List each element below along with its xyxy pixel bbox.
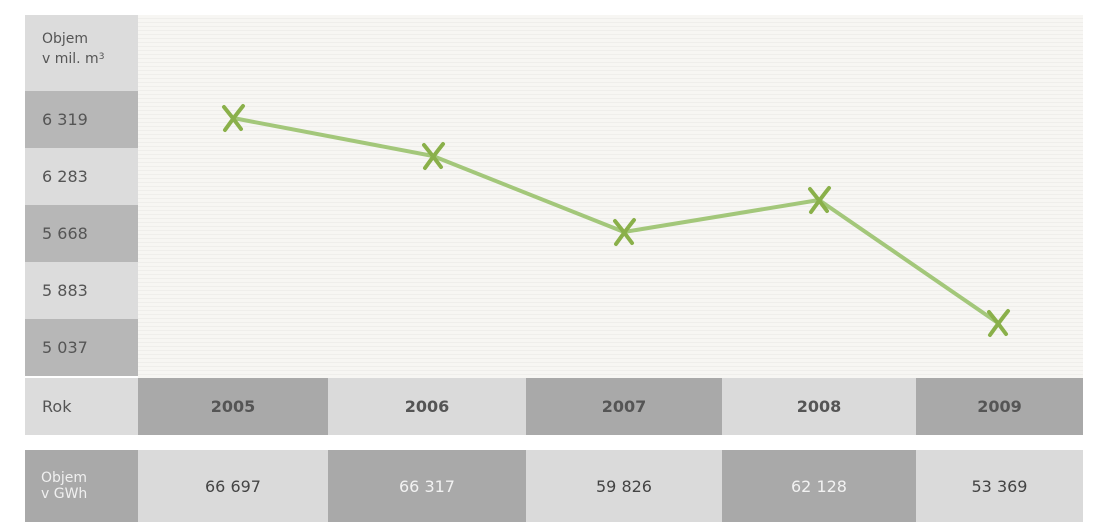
x-tick-label: 2006 (328, 378, 526, 435)
x-tick-label: 2005 (138, 378, 328, 435)
gwh-label-line1: Objem (41, 470, 88, 486)
y-tick-label: 5 668 (25, 205, 138, 262)
y-tick-label: 6 319 (25, 91, 138, 148)
plot-area (138, 15, 1083, 378)
y-axis-label: Objem v mil. m3 (25, 15, 138, 91)
x-tick-label: 2008 (722, 378, 916, 435)
gwh-value: 53 369 (916, 450, 1083, 522)
gwh-value: 59 826 (526, 450, 722, 522)
line-chart (222, 104, 1010, 337)
x-tick-label: 2007 (526, 378, 722, 435)
data-point-marker (808, 186, 831, 214)
x-tick-label: 2009 (916, 378, 1083, 435)
gwh-label-line2: v GWh (41, 486, 88, 502)
y-tick-label: 5 037 (25, 319, 138, 376)
y-tick-label: 5 883 (25, 262, 138, 319)
data-point-marker (422, 142, 445, 170)
gwh-value: 66 697 (138, 450, 328, 522)
data-point-marker (613, 218, 636, 246)
y-axis-label-sup: 3 (98, 52, 105, 62)
y-tick-label: 6 283 (25, 148, 138, 205)
data-point-marker (222, 104, 245, 132)
gwh-value: 66 317 (328, 450, 526, 522)
data-point-marker (987, 309, 1010, 337)
gwh-row-label: Objem v GWh (25, 450, 138, 522)
x-axis-label: Rok (25, 378, 138, 435)
gwh-value: 62 128 (722, 450, 916, 522)
y-axis-label-line1: Objem (42, 31, 89, 47)
y-axis-label-line2: v mil. m (42, 51, 99, 67)
